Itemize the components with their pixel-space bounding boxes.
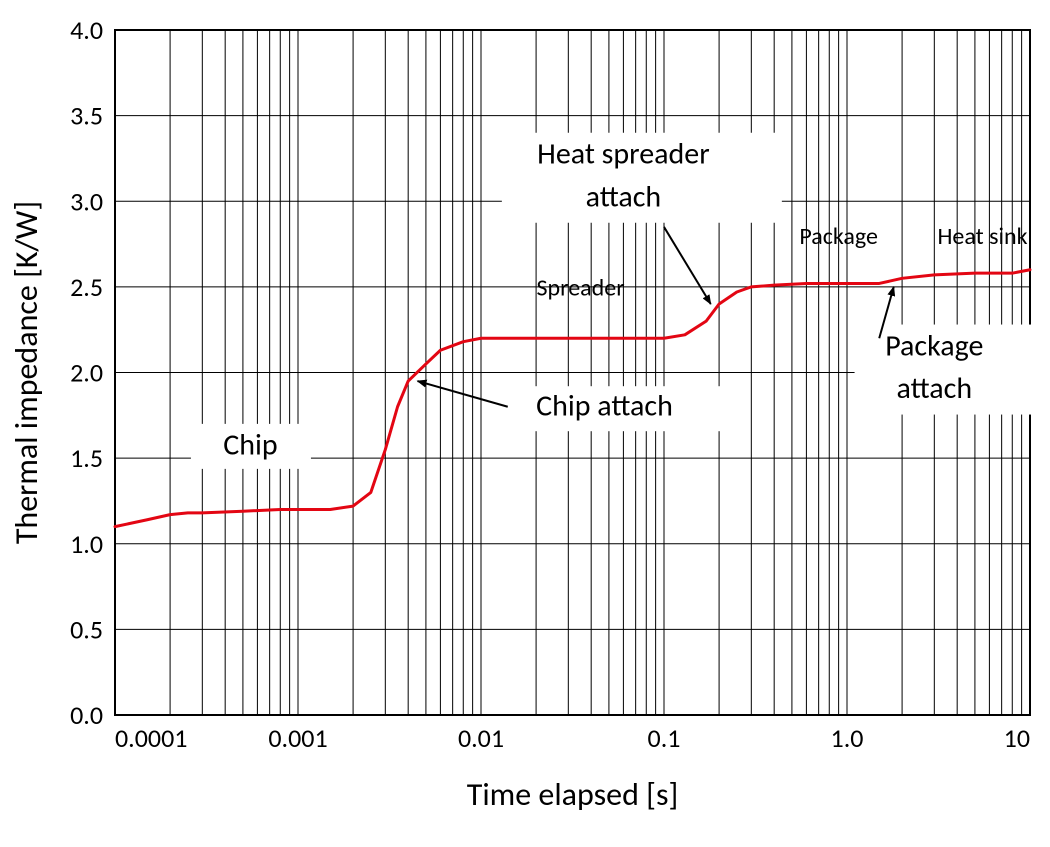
annotation-hs-attach-2: attach (586, 178, 662, 215)
annotation-hs-attach-1: Heat spreader (537, 136, 710, 173)
y-tick-label: 2.5 (70, 271, 103, 303)
y-tick-label: 3.5 (70, 100, 103, 132)
x-axis-label: Time elapsed [s] (467, 775, 679, 814)
annotation-pkg-attach-1: Package (885, 327, 983, 364)
chart-svg: 0.0 0.5 1.0 1.5 2.0 2.5 3.0 3.5 4.0 0.0001 0.001 0.… (0, 0, 1050, 847)
annotation-spreader: Spreader (537, 273, 625, 302)
y-tick-label: 1.0 (70, 528, 103, 560)
y-tick-label: 1.5 (70, 442, 103, 474)
x-tick-label: 0.001 (268, 722, 327, 754)
annotation-heatsink: Heat sink (937, 222, 1027, 251)
x-tick-label: 0.01 (458, 722, 504, 754)
y-tick-label: 4.0 (70, 14, 103, 46)
x-tick-label: 0.1 (648, 722, 681, 754)
annotation-package: Package (799, 222, 878, 251)
annotation-chip: Chip (223, 427, 277, 464)
y-tick-label: 3.0 (70, 185, 103, 217)
x-tick-label: 10 (1004, 722, 1030, 754)
annotation-pkg-attach-2: attach (897, 370, 973, 407)
annotation-chip-attach: Chip attach (536, 387, 673, 424)
x-tick-label: 0.0001 (115, 722, 187, 754)
x-tick-label: 1.0 (831, 722, 864, 754)
y-tick-label: 0.5 (70, 613, 103, 645)
thermal-impedance-chart: 0.0 0.5 1.0 1.5 2.0 2.5 3.0 3.5 4.0 0.0001 0.001 0.… (0, 0, 1050, 847)
y-tick-label: 0.0 (70, 699, 103, 731)
y-tick-label: 2.0 (70, 357, 103, 389)
y-axis-label: Thermal impedance [K/W] (7, 201, 46, 544)
